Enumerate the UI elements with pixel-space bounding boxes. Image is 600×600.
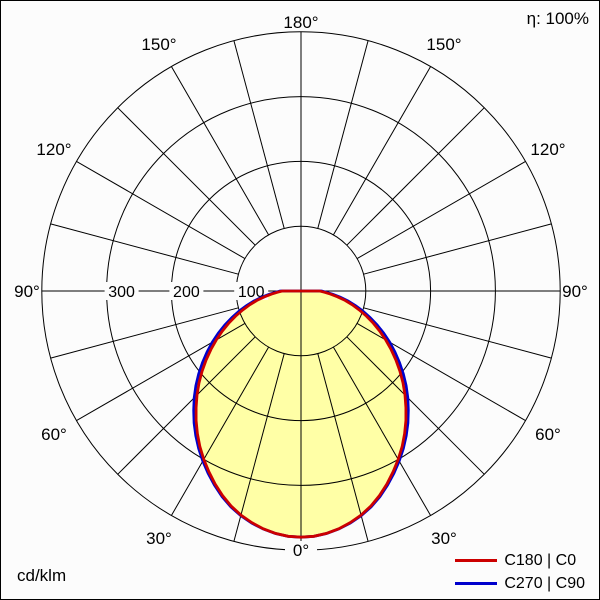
grid-spoke [50,223,239,275]
tick-label-bg [234,282,269,300]
grid-spoke [356,160,526,260]
angle-label-150-left: 150° [141,35,176,54]
legend-label-c0: C180 | C0 [504,551,577,569]
legend-item-c90: C270 | C90 [455,574,585,593]
grid-spoke [117,336,256,475]
grid-spoke [233,40,285,229]
angle-label-90-right: 90° [562,282,588,301]
grid-spoke [332,346,432,516]
tick-label-bg [169,282,204,300]
grid-spoke [170,66,270,236]
grid-spoke [363,223,552,275]
angle-label-30-right: 30° [431,529,457,548]
unit-label: cd/klm [17,566,67,585]
grid-spoke [233,353,285,542]
radial-tick-label: 200 [173,284,200,301]
angle-label-90-left: 90° [14,282,40,301]
angle-label-120-left: 120° [36,140,71,159]
tick-label-bg [104,282,139,300]
grid-spoke [76,160,246,260]
grid-spoke [170,346,270,516]
grid-spoke [317,353,369,542]
legend-item-c0: C180 | C0 [455,551,585,570]
grid-spoke [50,307,239,359]
radial-tick-label: 100 [238,284,265,301]
grid-spoke [346,336,485,475]
legend-line-red [455,559,498,562]
efficiency-label: η: 100% [526,9,589,28]
angle-label-bg [285,541,317,559]
angle-label-0: 0° [293,541,309,560]
grid-spoke [332,66,432,236]
radial-tick-label: 300 [108,284,135,301]
legend-line-blue [455,582,498,585]
legend: C180 | C0 C270 | C90 [455,551,585,593]
angle-label-60-right: 60° [535,425,561,444]
grid-spoke [363,307,552,359]
angle-label-150-right: 150° [426,35,461,54]
angle-label-60-left: 60° [41,425,67,444]
grid-spoke [346,107,485,246]
grid-spoke [317,40,369,229]
angle-label-120-right: 120° [530,140,565,159]
angle-label-30-left: 30° [146,529,172,548]
grid-spoke [117,107,256,246]
legend-label-c90: C270 | C90 [504,574,585,592]
series-curve-c180-c0 [194,289,408,539]
angle-label-180: 180° [283,13,318,32]
